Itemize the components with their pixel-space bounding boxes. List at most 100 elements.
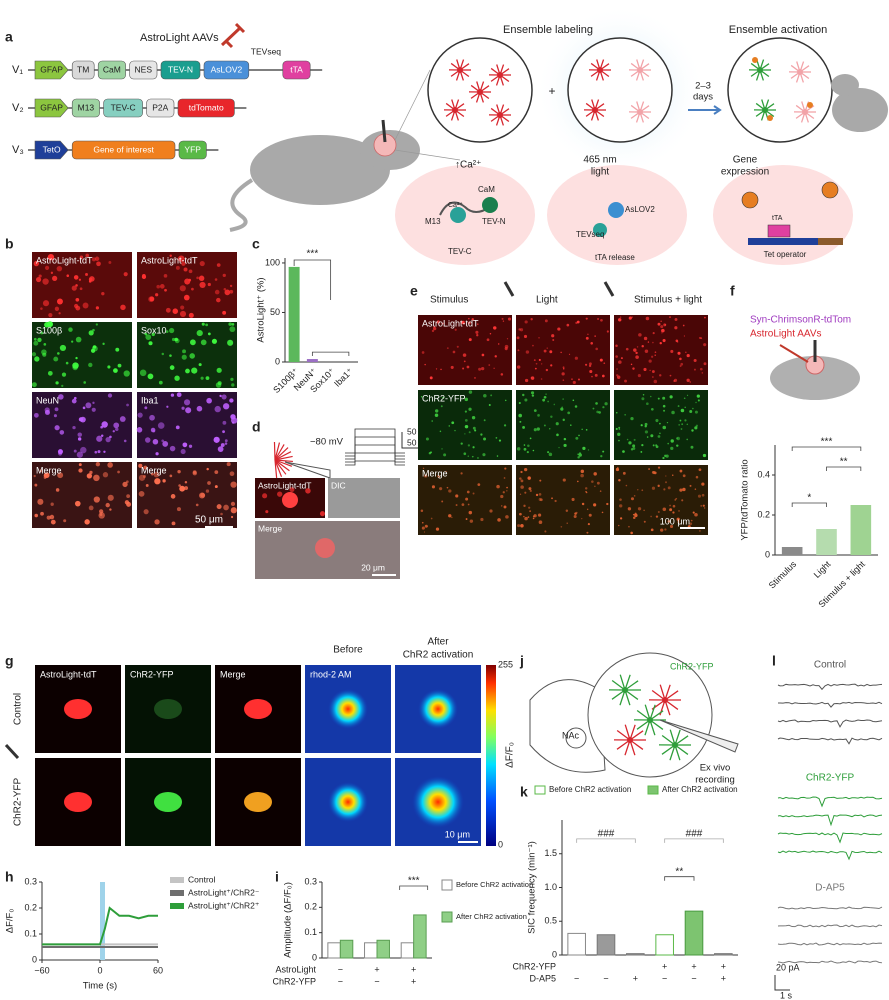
part-label: tdTomato [189,102,224,112]
cell [486,338,490,342]
cell [144,332,148,336]
cell [596,481,600,485]
cell [123,370,130,377]
cell [598,411,601,414]
cell [47,370,53,376]
bar [339,939,354,959]
cell [563,437,567,441]
part-label: TEV-N [168,64,193,74]
cell [689,522,693,526]
cell [466,365,470,369]
cell [632,444,636,448]
cell-body [244,792,272,812]
cell [522,426,526,429]
cell [113,368,118,373]
cell [169,365,175,370]
cell [117,470,120,474]
cell [137,412,143,418]
y-axis-label: YFP/tdTomato ratio [740,459,751,540]
column-header: ChR2 activation [403,650,474,661]
condition-label: + [633,973,638,983]
cell [201,322,205,326]
cell [431,420,433,422]
cell [644,430,649,434]
cell [683,335,686,337]
x-tick-label: −60 [34,965,49,975]
cell [627,507,632,511]
cell [651,486,656,490]
cell [75,297,80,302]
cell [184,278,191,285]
cell [597,318,599,320]
cell [468,407,472,411]
cell [214,278,218,281]
cell-body [64,699,92,719]
cell [169,445,176,452]
cell [477,483,481,486]
cell [554,499,557,503]
cell [91,345,98,352]
cell [622,471,626,475]
cell [198,363,202,367]
gene-product [807,102,813,108]
cell [474,377,476,379]
cell [175,265,180,270]
micrograph [137,252,237,318]
cell [672,511,675,514]
cell [199,260,205,267]
cell [626,438,629,441]
condition-label: + [721,973,726,983]
calcium-signal [412,776,464,828]
legend-swatch [170,890,184,896]
bar [781,547,803,555]
cell [538,497,542,501]
current-trace [777,850,883,861]
cell [468,317,470,320]
image-label: NeuN [36,395,59,405]
cell [643,520,646,523]
cell [530,377,533,379]
cell [468,510,473,515]
cell [467,444,471,447]
panel-letter: b [5,236,14,252]
cell [670,439,674,443]
cell [635,355,639,359]
cell [33,412,39,418]
cell [206,397,212,404]
cell [198,275,205,282]
cell [76,451,83,458]
cell [207,481,211,485]
current-trace [777,942,883,946]
cell [524,491,527,494]
panel-letter: a [5,29,13,45]
cell [35,276,42,283]
cell [112,430,115,433]
cell [589,369,593,374]
gene-part [71,60,95,80]
cell [176,392,182,398]
sig-bracket [664,876,695,881]
cell [630,416,634,421]
label: recording [695,775,735,786]
cell [120,304,126,311]
cell [78,278,82,281]
cell [442,396,445,399]
cell [92,401,95,404]
cell [679,365,682,367]
cell [663,488,666,491]
protein [482,197,498,213]
cell [441,500,444,503]
cell [655,419,659,423]
cell [701,482,705,486]
cell [677,351,681,355]
cell [50,502,54,506]
cell [496,484,500,489]
cell [428,451,432,455]
current-trace [777,719,883,728]
cell [229,398,234,403]
cell [71,398,77,404]
cell [205,323,209,327]
cell [674,326,678,330]
cell [75,356,78,360]
cell [497,518,501,522]
